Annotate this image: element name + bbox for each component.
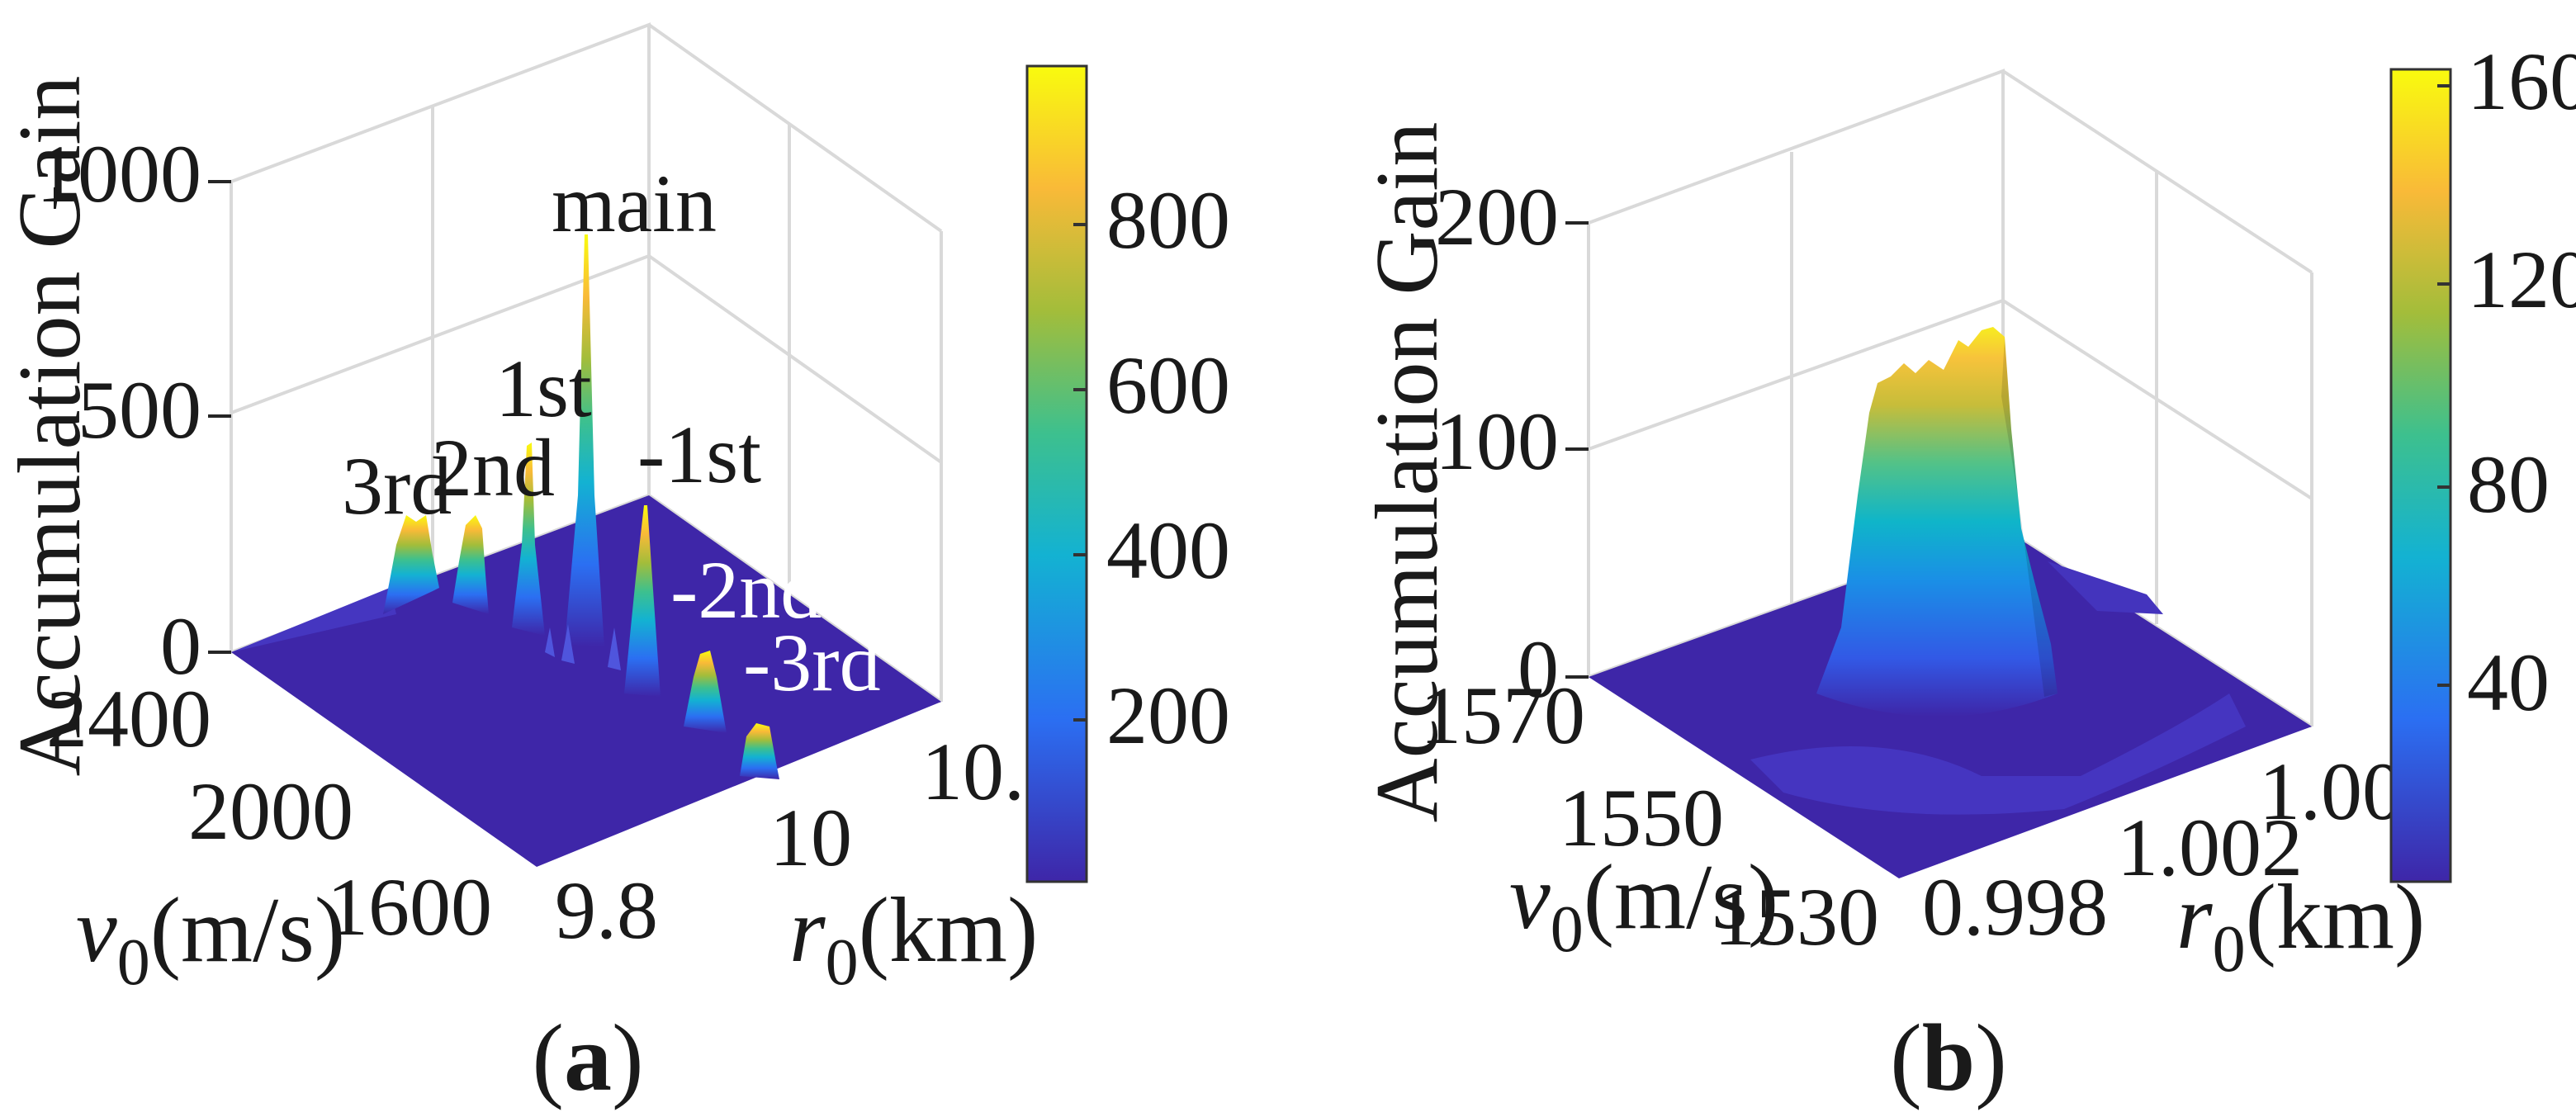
panel-b-ylabel: v0(m/s): [1509, 846, 1778, 966]
panel-a-vtick-2000: 2000: [188, 765, 353, 857]
peak-main: [565, 234, 604, 647]
panel-a-cb-400: 400: [1106, 504, 1230, 596]
panel-a-ylabel: v0(m/s): [76, 879, 345, 999]
panel-a-ztick-0: 0: [160, 600, 201, 692]
panel-a-caption: (a): [532, 1006, 643, 1111]
panel-b-plateau: [1816, 327, 2057, 717]
panel-a-peaks: [383, 234, 779, 779]
panel-b-cb-80: 80: [2467, 438, 2550, 530]
panel-b: 0 100 200 Accumulation Gain 1570 1550 15…: [1358, 35, 2576, 1111]
peak-minus-2nd: [684, 651, 727, 733]
panel-a-vtick-2400: 2400: [46, 673, 211, 764]
panel-b-vtick-1530: 1530: [1714, 871, 1879, 963]
panel-a-tickmarks: [208, 180, 231, 654]
panel-b-vtick-1550: 1550: [1559, 772, 1724, 864]
peak-minus-1st: [624, 505, 661, 697]
peak-3rd: [383, 515, 439, 614]
panel-b-rtick-1.002: 1.002: [2117, 802, 2303, 893]
figure-scale-wrapper: 0 500 1000 Accumulation Gain 2400 2000 1…: [1, 22, 2576, 1111]
panel-a-ztick-500: 500: [78, 364, 201, 456]
panel-a-cb-200: 200: [1106, 670, 1230, 761]
panel-b-tickmarks: [1565, 221, 1589, 679]
panel-a-colorbar-ticks: [1073, 223, 1087, 722]
panel-b-caption: (b): [1890, 1006, 2007, 1111]
panel-b-floor-ripples: [1750, 693, 2246, 815]
panel-b-vtick-1570: 1570: [1420, 670, 1585, 761]
panel-a-rtick-10: 10: [769, 792, 852, 883]
panel-a-cb-600: 600: [1106, 339, 1230, 431]
panel-a-vtick-1600: 1600: [327, 861, 492, 953]
label-2nd: 2nd: [431, 422, 555, 514]
panel-a-cb-800: 800: [1106, 174, 1230, 266]
panel-a-xlabel: r0(km): [789, 879, 1038, 999]
panel-b-colorbar-ticks: [2437, 84, 2451, 687]
panel-a-zlabel: Accumulation Gain: [1, 76, 99, 777]
panel-a-rtick-9.8: 9.8: [555, 864, 658, 956]
label-minus-3rd: -3rd: [743, 617, 881, 708]
label-3rd: 3rd: [342, 440, 452, 532]
label-minus-1st: -1st: [637, 409, 761, 500]
panel-b-zlabel: Accumulation Gain: [1358, 122, 1456, 823]
peak-2nd: [452, 515, 489, 614]
panel-b-xlabel: r0(km): [2176, 866, 2425, 986]
panel-b-ztick-0: 0: [1518, 623, 1559, 715]
panel-b-colorbar: [2389, 68, 2452, 883]
panel-a-ztick-1000: 1000: [36, 128, 201, 220]
panel-a-colorbar: [1025, 64, 1088, 883]
label-main: main: [552, 158, 717, 249]
label-1st: 1st: [495, 343, 592, 434]
panel-b-cb-40: 40: [2467, 637, 2550, 728]
panel-b-cb-120: 120: [2467, 234, 2576, 325]
peak-1st: [512, 443, 545, 636]
panel-b-cb-160: 160: [2467, 35, 2576, 127]
label-minus-2nd: -2nd: [670, 544, 822, 636]
peak-minus-3rd: [740, 723, 779, 779]
panel-a-ridge: [231, 588, 396, 652]
panel-b-rtick-0.998: 0.998: [1922, 861, 2108, 953]
panel-a: 0 500 1000 Accumulation Gain 2400 2000 1…: [1, 22, 1230, 1111]
panel-b-ztick-100: 100: [1435, 395, 1559, 487]
panel-b-ztick-200: 200: [1435, 171, 1559, 263]
